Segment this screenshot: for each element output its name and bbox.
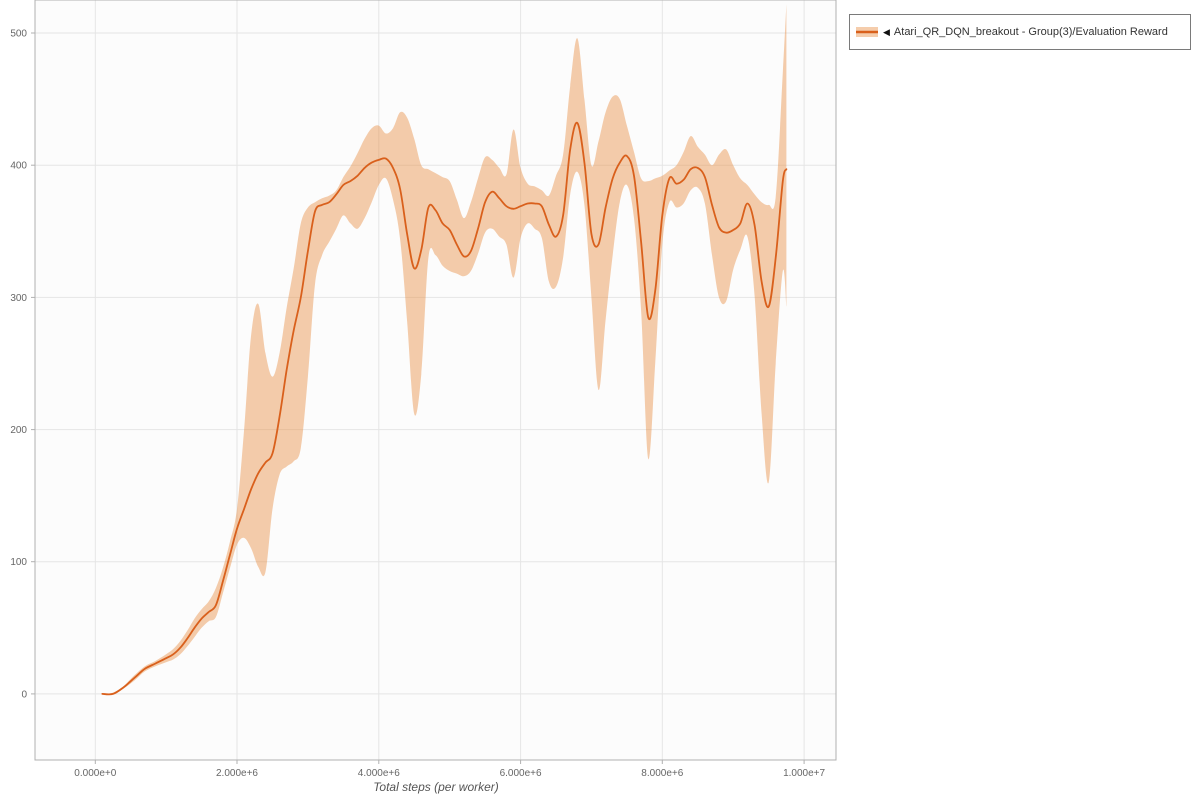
legend-swatch-icon bbox=[856, 26, 878, 38]
legend-entry: ◀ Atari_QR_DQN_breakout - Group(3)/Evalua… bbox=[883, 22, 1184, 42]
svg-text:6.000e+6: 6.000e+6 bbox=[500, 768, 542, 779]
svg-text:200: 200 bbox=[10, 425, 27, 436]
svg-text:500: 500 bbox=[10, 29, 27, 40]
svg-text:1.000e+7: 1.000e+7 bbox=[783, 768, 825, 779]
svg-text:400: 400 bbox=[10, 161, 27, 172]
svg-text:0.000e+0: 0.000e+0 bbox=[74, 768, 116, 779]
legend-marker-icon: ◀ bbox=[883, 27, 890, 37]
svg-text:4.000e+6: 4.000e+6 bbox=[358, 768, 400, 779]
x-axis-title: Total steps (per worker) bbox=[373, 780, 499, 794]
legend-label: Atari_QR_DQN_breakout - Group(3)/Evaluat… bbox=[893, 26, 1168, 38]
svg-text:100: 100 bbox=[10, 557, 27, 568]
svg-text:300: 300 bbox=[10, 293, 27, 304]
svg-text:8.000e+6: 8.000e+6 bbox=[641, 768, 683, 779]
svg-text:0: 0 bbox=[21, 689, 27, 700]
legend[interactable]: ◀ Atari_QR_DQN_breakout - Group(3)/Evalua… bbox=[849, 14, 1191, 51]
svg-text:2.000e+6: 2.000e+6 bbox=[216, 768, 258, 779]
